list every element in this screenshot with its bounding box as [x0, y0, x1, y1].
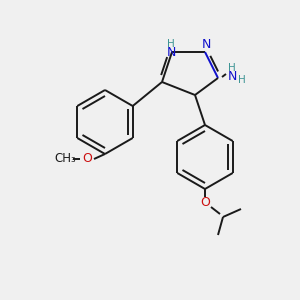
Text: N: N [166, 46, 176, 59]
Text: H: H [238, 75, 246, 85]
Text: CH₃: CH₃ [54, 152, 76, 166]
Text: N: N [227, 70, 237, 83]
Text: H: H [167, 39, 175, 49]
Text: N: N [201, 38, 211, 50]
Text: H: H [228, 63, 236, 73]
Text: O: O [82, 152, 92, 166]
Text: O: O [200, 196, 210, 209]
